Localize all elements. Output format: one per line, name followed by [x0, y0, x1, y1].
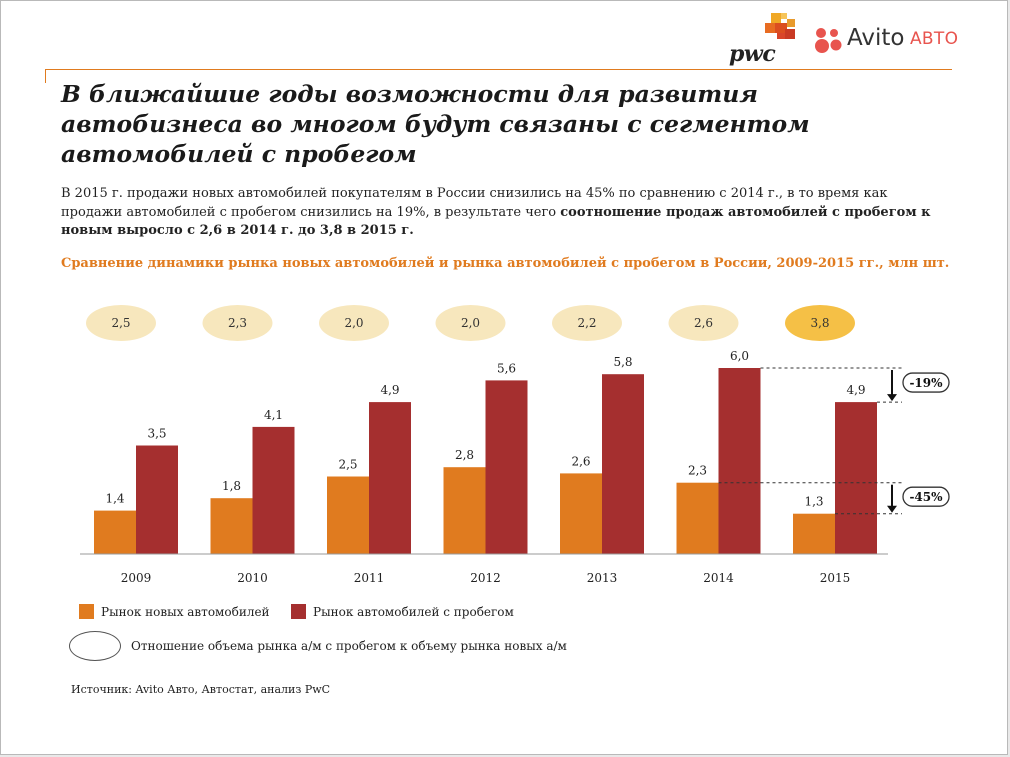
data-label: 4,9	[846, 383, 865, 397]
x-tick-label: 2011	[354, 571, 385, 585]
pwc-logo-text: pwc	[729, 41, 776, 67]
data-label: 1,4	[105, 492, 124, 506]
data-label: 5,6	[497, 361, 516, 375]
ratio-oval	[552, 305, 622, 341]
lead-text: В 2015 г. продажи новых автомобилей поку…	[61, 186, 888, 220]
avito-dots-icon	[815, 28, 842, 53]
x-tick-label: 2014	[703, 571, 734, 585]
bar-new-cars	[676, 482, 719, 554]
data-label: 3,5	[147, 427, 166, 441]
bar-used-cars	[718, 368, 761, 554]
data-label: 2,5	[338, 458, 357, 472]
ratio-label: 2,5	[111, 316, 130, 330]
bar-used-cars	[136, 445, 178, 554]
bar-used-cars	[602, 374, 644, 554]
data-label: 4,1	[264, 408, 283, 422]
change-label: -19%	[909, 376, 943, 390]
change-badge	[902, 372, 950, 393]
ratio-label: 2,0	[461, 316, 480, 330]
ratio-oval	[785, 305, 855, 341]
legend-item-ratio: Отношение объема рынка а/м с пробегом к …	[69, 631, 629, 661]
legend-swatch-used-cars	[291, 604, 306, 619]
lead-paragraph: В 2015 г. продажи новых автомобилей поку…	[61, 185, 941, 241]
x-tick-label: 2015	[820, 571, 851, 585]
bar-used-cars	[252, 426, 295, 554]
legend-label-used-cars: Рынок автомобилей с пробегом	[313, 605, 514, 619]
data-label: 1,3	[804, 495, 823, 509]
bar-new-cars	[210, 498, 253, 554]
x-tick-label: 2013	[587, 571, 618, 585]
change-arrow-head-icon	[887, 394, 897, 402]
data-label: 6,0	[730, 349, 749, 363]
ratio-label: 2,3	[228, 316, 247, 330]
ratio-oval	[86, 305, 156, 341]
lead-bold-text: соотношение продаж автомобилей с пробего…	[61, 204, 931, 239]
bar-chart: 2,5 1,4 3,5 2009 2,3 1,8 4,1 2010 2,0 2,5 4,9 2011 2…	[80, 305, 950, 585]
header-rule-tick	[45, 69, 46, 83]
data-label: 2,3	[688, 464, 707, 478]
ratio-oval	[202, 305, 273, 341]
avito-logo-suffix: АВТО	[910, 29, 959, 49]
ratio-oval	[319, 305, 389, 341]
source-note: Источник: Avito Авто, Автостат, анализ P…	[71, 683, 331, 696]
bar-new-cars	[793, 513, 835, 554]
legend-label-ratio: Отношение объема рынка а/м с пробегом к …	[131, 639, 567, 653]
ratio-label: 3,8	[810, 316, 829, 330]
bar-new-cars	[443, 467, 486, 554]
avito-logo-text: Avito	[847, 25, 905, 51]
bar-new-cars	[94, 510, 136, 554]
ratio-label: 2,2	[577, 316, 596, 330]
header-rule	[45, 69, 952, 70]
x-tick-label: 2010	[237, 571, 268, 585]
legend-label-new-cars: Рынок новых автомобилей	[101, 605, 270, 619]
bar-new-cars	[560, 473, 602, 554]
data-label: 4,9	[380, 383, 399, 397]
ratio-oval	[435, 305, 506, 341]
x-tick-label: 2009	[121, 571, 152, 585]
ratio-label: 2,6	[694, 316, 713, 330]
legend-swatch-new-cars	[79, 604, 94, 619]
page-title: В ближайшие годы возможности для развити…	[61, 80, 810, 168]
avito-logo: Avito АВТО	[813, 23, 963, 57]
data-label: 2,8	[455, 448, 474, 462]
bar-used-cars	[369, 402, 411, 554]
data-label: 1,8	[222, 479, 241, 493]
pwc-logo-mark-icon	[765, 13, 795, 39]
data-label: 2,6	[571, 454, 590, 468]
change-badge	[902, 486, 950, 507]
ratio-oval	[668, 305, 739, 341]
bar-used-cars	[485, 380, 528, 554]
chart-title: Сравнение динамики рынка новых автомобил…	[61, 256, 950, 271]
change-arrow-head-icon	[887, 505, 897, 513]
ratio-label: 2,0	[344, 316, 363, 330]
x-tick-label: 2012	[470, 571, 501, 585]
data-label: 5,8	[613, 355, 632, 369]
bar-used-cars	[835, 402, 877, 554]
ratio-oval-icon	[69, 631, 121, 661]
pwc-logo: pwc	[723, 11, 801, 69]
change-label: -45%	[909, 490, 943, 504]
bar-new-cars	[327, 476, 369, 554]
